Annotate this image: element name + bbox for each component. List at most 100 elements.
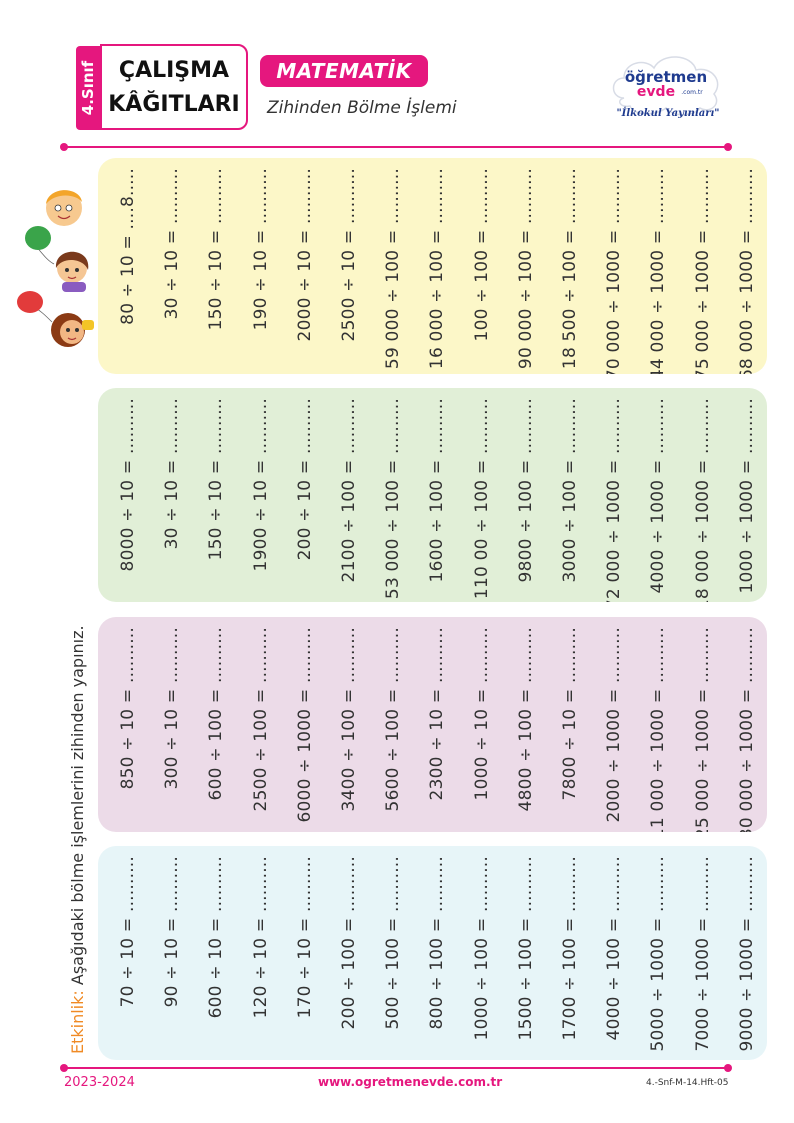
exercise-item[interactable]: 72 000 ÷ 1000 = ..........	[592, 394, 636, 602]
exercise-item[interactable]: 5000 ÷ 1000 = ..........	[636, 852, 680, 1054]
exercise-item[interactable]: 4000 ÷ 100 = ..........	[592, 852, 636, 1054]
exercise-text: 3000 ÷ 100 = ..........	[560, 398, 580, 583]
green-balloon-icon	[25, 226, 51, 250]
exercise-text: 7800 ÷ 10 = ..........	[560, 627, 580, 801]
exercise-text: 4000 ÷ 1000 = ..........	[648, 398, 669, 594]
exercise-item[interactable]: 2500 ÷ 100 = ..........	[239, 623, 283, 826]
exercise-item[interactable]: 3400 ÷ 100 = ..........	[327, 623, 371, 826]
exercise-item[interactable]: 90 ÷ 10 = ..........	[150, 852, 194, 1054]
exercise-item[interactable]: 1000 ÷ 100 = ..........	[460, 852, 504, 1054]
exercise-text: 30 000 ÷ 1000 = ..........	[736, 627, 757, 832]
exercise-text: 16 000 ÷ 100 = ..........	[427, 168, 448, 370]
exercise-item[interactable]: 770 000 ÷ 1000 = ..........	[592, 164, 636, 374]
exercise-item[interactable]: 70 ÷ 10 = ..........	[106, 852, 150, 1054]
exercise-text: 18 500 ÷ 100 = ..........	[560, 168, 580, 370]
exercise-item[interactable]: 300 ÷ 10 = ..........	[150, 623, 194, 826]
exercise-item[interactable]: 90 000 ÷ 100 = ..........	[504, 164, 548, 369]
exercise-panel-1: 80 ÷ 10 = ....8..... 30 ÷ 10 = ..........…	[98, 158, 767, 374]
exercise-item[interactable]: 800 ÷ 100 = ..........	[415, 852, 459, 1054]
exercise-item[interactable]: 600 ÷ 10 = ..........	[194, 852, 238, 1054]
exercise-text: 1700 ÷ 100 = ..........	[560, 856, 580, 1041]
exercise-item[interactable]: 600 ÷ 100 = ..........	[194, 623, 238, 826]
exercise-item[interactable]: 30 ÷ 10 = ..........	[150, 394, 194, 596]
exercise-item[interactable]: 16 000 ÷ 100 = ..........	[415, 164, 459, 370]
exercise-text: 4000 ÷ 100 = ..........	[604, 856, 625, 1041]
exercise-text: 110 00 ÷ 100 = ..........	[471, 398, 492, 600]
topic-title: Zihinden Bölme İşlemi	[267, 98, 457, 118]
exercise-item[interactable]: 850 ÷ 10 = ..........	[106, 623, 150, 826]
exercise-item[interactable]: 53 000 ÷ 100 = ..........	[371, 394, 415, 600]
website-link[interactable]: www.ogretmenevde.com.tr	[318, 1075, 503, 1089]
exercise-item[interactable]: 18 500 ÷ 100 = ..........	[548, 164, 592, 370]
exercise-text: 9800 ÷ 100 = ..........	[515, 398, 536, 583]
exercise-item[interactable]: 30 000 ÷ 1000 = ..........	[725, 623, 767, 832]
exercise-item[interactable]: 120 ÷ 10 = ..........	[239, 852, 283, 1054]
exercise-text: 850 ÷ 10 = ..........	[118, 627, 138, 790]
red-balloon-icon	[17, 291, 43, 313]
grade-tab: 4.Sınıf	[76, 46, 100, 130]
activity-text: Aşağıdaki bölme işlemlerini zihinden yap…	[68, 625, 87, 986]
exercise-item[interactable]: 25 000 ÷ 1000 = ..........	[681, 623, 725, 832]
exercise-text: 150 ÷ 10 = ..........	[206, 398, 227, 561]
exercise-item[interactable]: 2100 ÷ 100 = ..........	[327, 394, 371, 596]
exercise-item[interactable]: 4000 ÷ 1000 = ..........	[636, 394, 680, 596]
exercise-text: 5000 ÷ 1000 = ..........	[648, 856, 669, 1052]
exercise-item[interactable]: 9800 ÷ 100 = ..........	[504, 394, 548, 596]
exercise-item[interactable]: 7000 ÷ 1000 = ..........	[681, 852, 725, 1054]
exercise-item[interactable]: 75 000 ÷ 1000 = ..........	[681, 164, 725, 374]
exercise-item[interactable]: 1600 ÷ 100 = ..........	[415, 394, 459, 596]
exercise-text: 1900 ÷ 10 = ..........	[250, 398, 271, 572]
exercise-item[interactable]: 150 ÷ 10 = ..........	[194, 164, 238, 368]
exercise-text: 18 000 ÷ 1000 = ..........	[692, 398, 713, 602]
exercise-item[interactable]: 7800 ÷ 10 = ..........	[548, 623, 592, 826]
exercise-item[interactable]: 1000 ÷ 1000 = ..........	[725, 394, 767, 596]
header-divider	[60, 143, 732, 151]
school-year: 2023-2024	[64, 1075, 135, 1090]
exercise-item[interactable]: 500 ÷ 100 = ..........	[371, 852, 415, 1054]
exercise-item[interactable]: 110 00 ÷ 100 = ..........	[460, 394, 504, 600]
exercise-item[interactable]: 5600 ÷ 100 = ..........	[371, 623, 415, 826]
exercise-item[interactable]: 9000 ÷ 1000 = ..........	[725, 852, 767, 1054]
logo-text-2: evde	[637, 84, 675, 100]
exercise-text: 30 ÷ 10 = ..........	[162, 398, 183, 550]
activity-instruction: Etkinlik: Aşağıdaki bölme işlemlerini zi…	[68, 625, 87, 1054]
exercise-item[interactable]: 2300 ÷ 10 = ..........	[415, 623, 459, 826]
exercise-item[interactable]: 8000 ÷ 10 = ..........	[106, 394, 150, 596]
exercise-item[interactable]: 11 000 ÷ 1000 = ..........	[636, 623, 680, 832]
exercise-text: 70 ÷ 10 = ..........	[118, 856, 138, 1008]
exercise-item[interactable]: 2000 ÷ 1000 = ..........	[592, 623, 636, 826]
exercise-item[interactable]: 6000 ÷ 1000 = ..........	[283, 623, 327, 826]
exercise-item[interactable]: 150 ÷ 10 = ..........	[194, 394, 238, 596]
exercise-item[interactable]: 1500 ÷ 100 = ..........	[504, 852, 548, 1054]
exercise-item[interactable]: 3000 ÷ 100 = ..........	[548, 394, 592, 596]
exercise-item[interactable]: 170 ÷ 10 = ..........	[283, 852, 327, 1054]
exercise-item[interactable]: 100 ÷ 100 = ..........	[460, 164, 504, 368]
exercise-item[interactable]: 200 ÷ 100 = ..........	[327, 852, 371, 1054]
exercise-text: 75 000 ÷ 1000 = ..........	[692, 168, 713, 374]
exercise-text: 5600 ÷ 100 = ..........	[383, 627, 404, 812]
exercise-text: 53 000 ÷ 100 = ..........	[383, 398, 404, 600]
worksheet-title: ÇALIŞMA KÂĞITLARI	[100, 44, 248, 130]
exercise-item[interactable]: 1700 ÷ 100 = ..........	[548, 852, 592, 1054]
exercise-item[interactable]: 44 000 ÷ 1000 = ..........	[636, 164, 680, 374]
exercise-item[interactable]: 2500 ÷ 10 = ..........	[327, 164, 371, 368]
exercise-text: 25 000 ÷ 1000 = ..........	[692, 627, 713, 832]
exercise-item[interactable]: 2000 ÷ 10 = ..........	[283, 164, 327, 368]
exercise-text: 600 ÷ 10 = ..........	[206, 856, 227, 1019]
exercise-item[interactable]: 30 ÷ 10 = ..........	[150, 164, 194, 368]
logo-text-1: öğretmen	[625, 68, 707, 86]
exercise-item[interactable]: 68 000 ÷ 1000 = ..........	[725, 164, 767, 374]
exercise-panel-2: 8000 ÷ 10 = .......... 30 ÷ 10 = ........…	[98, 388, 767, 602]
exercise-text: 2000 ÷ 1000 = ..........	[604, 627, 625, 823]
exercise-item[interactable]: 200 ÷ 10 = ..........	[283, 394, 327, 596]
exercise-item[interactable]: 1900 ÷ 10 = ..........	[239, 394, 283, 596]
exercise-item[interactable]: 1000 ÷ 10 = ..........	[460, 623, 504, 826]
exercise-text: 80 ÷ 10 = ....8.....	[118, 168, 138, 325]
exercise-item[interactable]: 18 000 ÷ 1000 = ..........	[681, 394, 725, 602]
exercise-item[interactable]: 4800 ÷ 100 = ..........	[504, 623, 548, 826]
exercise-item[interactable]: 59 000 ÷ 100 = ..........	[371, 164, 415, 369]
exercise-text: 300 ÷ 10 = ..........	[162, 627, 183, 790]
exercise-item[interactable]: 190 ÷ 10 = ..........	[239, 164, 283, 368]
exercise-text: 600 ÷ 100 = ..........	[206, 627, 227, 801]
exercise-item[interactable]: 80 ÷ 10 = ....8.....	[106, 164, 150, 368]
